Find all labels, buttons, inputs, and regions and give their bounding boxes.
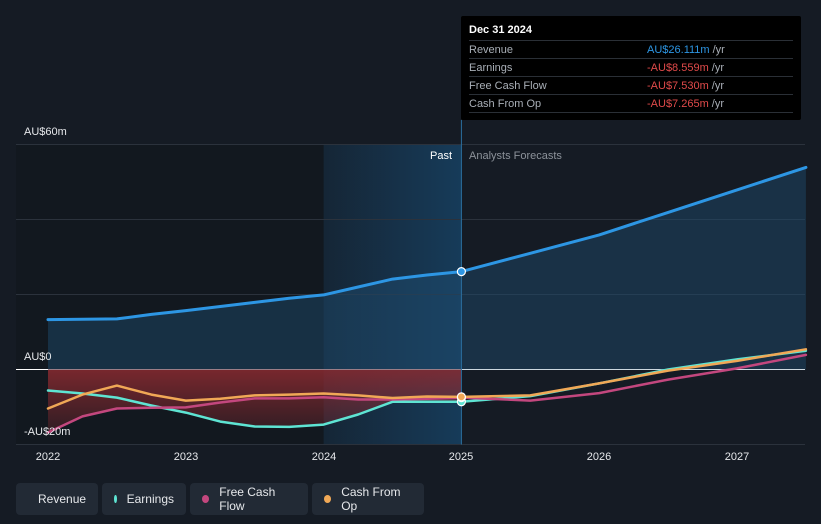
x-tick-2025: 2025 xyxy=(448,451,474,463)
negative-area xyxy=(48,369,462,433)
series-line-revenue xyxy=(46,165,808,322)
point-revenue-2025 xyxy=(456,267,466,277)
x-tick-2027: 2027 xyxy=(724,451,750,463)
tooltip-name: Earnings xyxy=(469,61,513,74)
tooltip-value: AU$26.111m xyxy=(647,43,710,56)
series-line-free-cash-flow xyxy=(46,353,808,434)
legend-label: Earnings xyxy=(126,492,174,506)
forecast-label: Analysts Forecasts xyxy=(469,150,562,162)
legend-item-earnings[interactable]: Earnings xyxy=(102,483,186,515)
tooltip-date: Dec 31 2024 xyxy=(469,24,532,36)
tooltip-unit: /yr xyxy=(712,43,725,56)
x-tick-2022: 2022 xyxy=(35,451,61,463)
tooltip-value: -AU$7.530m xyxy=(647,79,709,92)
legend-label: Cash From Op xyxy=(341,485,401,513)
tooltip-name: Revenue xyxy=(469,43,514,56)
y-axis-label-bottom: -AU$20m xyxy=(24,426,71,438)
point-cash-from-op-2025 xyxy=(456,392,466,402)
legend-label: Free Cash Flow xyxy=(219,485,276,513)
legend-dot-icon xyxy=(202,495,210,503)
x-tick-2023: 2023 xyxy=(173,451,199,463)
legend-item-cash-from-op[interactable]: Cash From Op xyxy=(312,483,424,515)
tooltip-row-revenue: Revenue AU$26.111m /yr xyxy=(469,40,793,58)
tooltip-value: -AU$8.559m xyxy=(647,61,709,74)
legend-item-revenue[interactable]: Revenue xyxy=(16,483,98,515)
x-tick-2024: 2024 xyxy=(311,451,337,463)
tooltip-value: -AU$7.265m xyxy=(647,97,709,110)
y-axis-label-zero: AU$0 xyxy=(24,351,52,363)
legend-label: Revenue xyxy=(38,492,87,506)
y-axis-label-top: AU$60m xyxy=(24,126,67,138)
legend-dot-icon xyxy=(114,495,117,503)
x-tick-2026: 2026 xyxy=(586,451,612,463)
past-label: Past xyxy=(430,150,453,162)
tooltip-unit: /yr xyxy=(711,61,724,74)
tooltip-unit: /yr xyxy=(711,79,724,92)
tooltip-row-free-cash-flow: Free Cash Flow -AU$7.530m /yr xyxy=(469,76,793,94)
tooltip-name: Free Cash Flow xyxy=(469,79,547,92)
tooltip-name: Cash From Op xyxy=(469,97,542,110)
legend: Revenue Earnings Free Cash Flow Cash Fro… xyxy=(16,483,424,515)
legend-item-free-cash-flow[interactable]: Free Cash Flow xyxy=(190,483,308,515)
series-line-cash-from-op xyxy=(46,348,808,410)
revenue-area xyxy=(48,167,806,370)
tooltip-row-cash-from-op: Cash From Op -AU$7.265m /yr xyxy=(469,94,793,113)
tooltip-row-earnings: Earnings -AU$8.559m /yr xyxy=(469,58,793,76)
legend-dot-icon xyxy=(324,495,332,503)
tooltip-unit: /yr xyxy=(711,97,724,110)
tooltip: Dec 31 2024 Revenue AU$26.111m /yr Earni… xyxy=(461,16,801,120)
